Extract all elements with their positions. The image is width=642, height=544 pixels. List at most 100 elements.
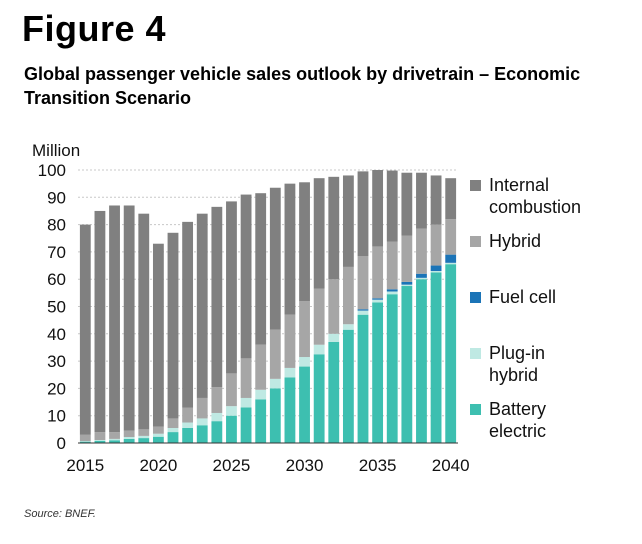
y-axis-label: Million: [32, 141, 80, 160]
legend-label: Internal combustion: [489, 175, 581, 217]
bar-segment: [240, 407, 252, 443]
bar-segment: [211, 421, 223, 443]
bar-segment: [240, 358, 252, 398]
y-tick-label: 60: [47, 270, 66, 289]
bar-segment: [167, 432, 179, 443]
bar-segment: [255, 399, 267, 443]
bar-segment: [284, 367, 296, 378]
bar-segment: [138, 438, 150, 443]
bar-segment: [269, 378, 281, 389]
bar-segment: [357, 309, 369, 311]
bar-segment: [386, 289, 398, 292]
bar-segment: [269, 388, 281, 443]
bar-segment: [226, 373, 237, 407]
bar-segment: [342, 329, 354, 443]
legend-swatch: [470, 404, 481, 415]
bar-segment: [357, 255, 369, 310]
bar-segment: [123, 430, 135, 437]
legend-label: Battery electric: [489, 399, 546, 441]
gridlines: [78, 169, 458, 417]
bar-segment: [182, 427, 194, 443]
bar-segment: [401, 281, 413, 285]
legend-label: Plug-in hybrid: [489, 343, 545, 385]
bar-segment: [152, 426, 164, 434]
y-tick-label: 70: [47, 243, 66, 262]
bar-segment: [226, 201, 237, 374]
x-tick-label: 2030: [286, 456, 324, 475]
bar-segment: [138, 213, 150, 430]
bar-segment: [167, 427, 179, 433]
bar-segment: [386, 291, 398, 295]
bar-segment: [416, 172, 427, 229]
legend-swatch: [470, 180, 481, 191]
bar-segment: [255, 389, 267, 400]
y-tick-label: 20: [47, 379, 66, 398]
bar-segment: [211, 206, 223, 388]
y-tick-label: 30: [47, 352, 66, 371]
bar-segment: [284, 377, 296, 443]
bar-segment: [152, 243, 164, 427]
bar-segment: [79, 441, 91, 442]
bar-segment: [372, 246, 384, 299]
bar-segment: [416, 228, 427, 274]
bar-segment: [342, 324, 354, 330]
bar-segment: [196, 397, 208, 419]
legend-label: Fuel cell: [489, 287, 556, 307]
legend-swatch: [470, 292, 481, 303]
bar-segment: [416, 277, 427, 280]
bar-segment: [79, 434, 91, 442]
bar-segment: [357, 314, 369, 443]
bar-segment: [240, 397, 252, 408]
bar-segment: [416, 273, 427, 278]
bar-segment: [123, 205, 135, 431]
bar-segment: [416, 279, 427, 443]
bar-segment: [109, 432, 120, 439]
bar-segment: [328, 341, 340, 443]
source-note: Source: BNEF.: [24, 508, 96, 520]
bar-segment: [138, 429, 150, 436]
bar-segment: [430, 271, 442, 273]
bar-segment: [94, 432, 106, 440]
bar-segment: [109, 440, 120, 443]
bar-segment: [123, 438, 135, 443]
y-tick-label: 0: [57, 434, 66, 453]
bar-segment: [386, 294, 398, 443]
y-tick-label: 80: [47, 216, 66, 235]
bar-segment: [211, 412, 223, 422]
bar-segment: [94, 440, 106, 441]
bar-segment: [328, 333, 340, 342]
x-tick-label: 2035: [359, 456, 397, 475]
bar-segment: [196, 425, 208, 443]
bar-segment: [445, 262, 457, 265]
y-tick-label: 50: [47, 298, 66, 317]
bar-segment: [240, 194, 252, 359]
bar-segment: [313, 354, 325, 443]
bar-segment: [342, 266, 354, 325]
bar-segment: [182, 422, 194, 428]
bar-segment: [94, 210, 106, 433]
bar-segment: [196, 418, 208, 426]
y-tick-label: 10: [47, 407, 66, 426]
bar-segment: [328, 176, 340, 280]
x-tick-label: 2025: [213, 456, 251, 475]
bar-segment: [138, 435, 150, 439]
bar-segment: [401, 235, 413, 282]
bar-segment: [299, 301, 310, 358]
bar-segment: [342, 175, 354, 267]
bar-segment: [109, 438, 120, 441]
bar-segment: [152, 433, 164, 437]
bar-segment: [313, 288, 325, 345]
x-tick-label: 2040: [432, 456, 470, 475]
bar-segment: [255, 193, 267, 345]
bar-segment: [196, 213, 208, 398]
bar-segment: [182, 407, 194, 423]
bar-segment: [226, 406, 237, 416]
bar-segment: [357, 171, 369, 256]
figure-label: Figure 4: [22, 8, 167, 49]
y-tick-label: 90: [47, 188, 66, 207]
bar-segment: [211, 387, 223, 413]
bar-segment: [182, 221, 194, 408]
legend: Internal combustion Hybrid Fuel cell Plug-in…: [470, 175, 581, 441]
bar-segment: [357, 310, 369, 315]
